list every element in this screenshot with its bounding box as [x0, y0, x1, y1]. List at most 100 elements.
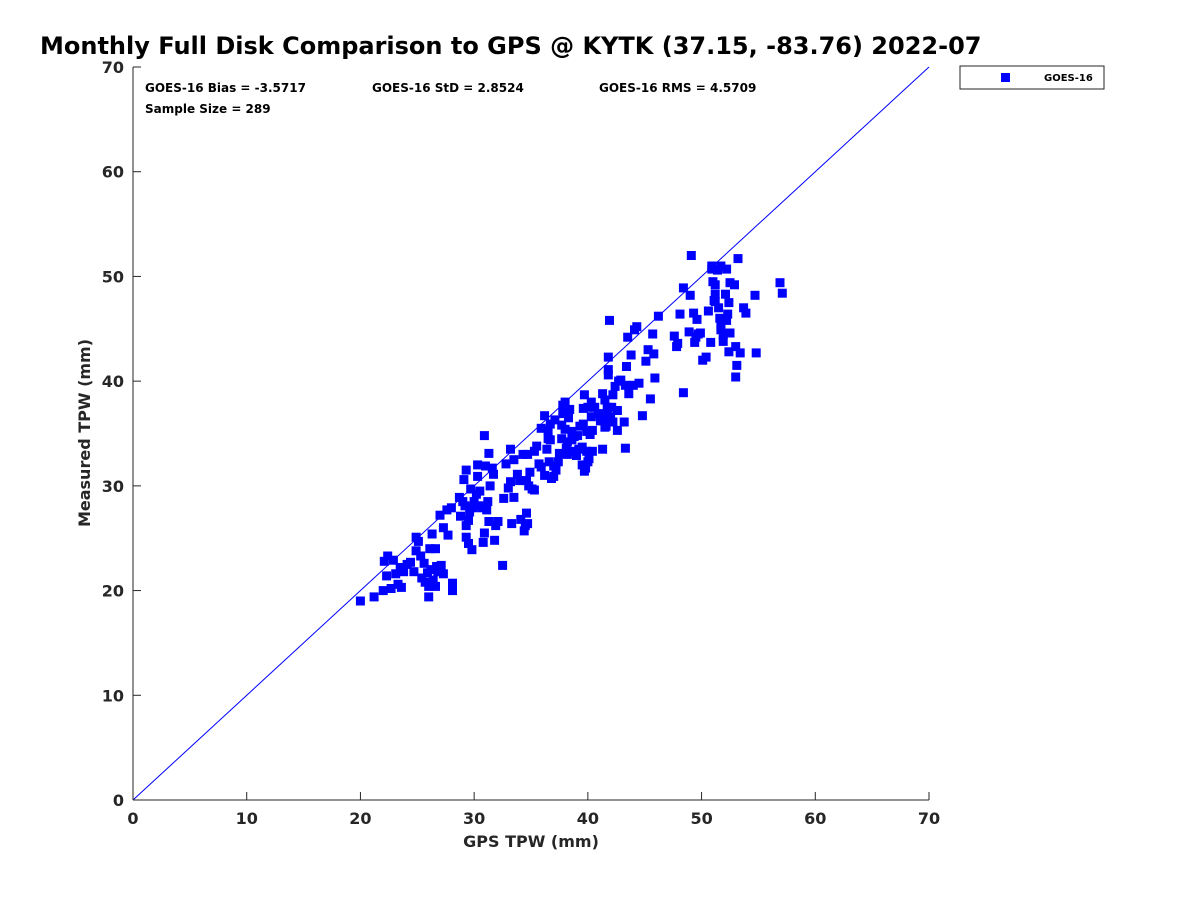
- data-point: [741, 308, 751, 318]
- data-point: [598, 444, 608, 454]
- data-point: [607, 402, 617, 412]
- data-point: [428, 575, 438, 585]
- data-point: [678, 283, 688, 293]
- data-point: [396, 582, 406, 592]
- data-point: [532, 441, 542, 451]
- data-point: [549, 471, 559, 481]
- data-point: [603, 370, 613, 380]
- data-point: [653, 311, 663, 321]
- data-point: [553, 457, 563, 467]
- data-point: [509, 455, 519, 465]
- data-point: [739, 303, 749, 313]
- data-point: [499, 493, 509, 503]
- data-point: [565, 404, 575, 414]
- data-point: [554, 448, 564, 458]
- data-point: [725, 328, 735, 338]
- data-point: [686, 251, 696, 260]
- data-point: [598, 410, 608, 420]
- data-point: [641, 356, 651, 366]
- data-point: [519, 526, 529, 536]
- x-axis: 0 10 20 30 40 50 60 70: [127, 792, 940, 828]
- data-point: [399, 567, 409, 577]
- data-point: [622, 362, 631, 371]
- chart-title: Monthly Full Disk Comparison to GPS @ KY…: [40, 32, 981, 60]
- data-point: [733, 254, 743, 264]
- data-point: [523, 519, 533, 529]
- data-point: [572, 451, 581, 460]
- data-point: [522, 476, 531, 486]
- data-point: [424, 581, 434, 591]
- data-point: [623, 332, 633, 342]
- data-point: [512, 469, 522, 479]
- data-point: [550, 415, 560, 425]
- data-point: [692, 314, 702, 324]
- data-point: [518, 449, 528, 459]
- data-point: [382, 571, 392, 581]
- data-point: [648, 329, 658, 339]
- data-point: [558, 409, 568, 419]
- y-tick-label: 30: [102, 477, 124, 496]
- data-point: [419, 558, 429, 568]
- data-point: [690, 337, 700, 347]
- data-point: [721, 289, 730, 299]
- data-point: [536, 423, 546, 433]
- x-axis-label: GPS TPW (mm): [463, 832, 599, 851]
- data-point: [459, 475, 469, 485]
- data-point: [643, 345, 653, 355]
- x-tick-label: 10: [236, 809, 258, 828]
- data-point: [475, 486, 485, 496]
- data-point: [557, 434, 567, 444]
- data-point: [650, 373, 660, 383]
- data-point: [406, 557, 415, 567]
- data-point: [710, 280, 720, 290]
- x-tick-label: 50: [690, 809, 712, 828]
- data-point: [424, 592, 434, 602]
- data-point: [433, 567, 443, 577]
- y-axis: 0 10 20 30 40 50 60 70: [102, 58, 141, 810]
- data-point: [612, 425, 622, 435]
- data-point: [703, 306, 713, 316]
- data-point: [718, 336, 728, 346]
- legend-label: GOES-16: [1044, 73, 1093, 84]
- data-point: [562, 449, 572, 459]
- data-point: [438, 569, 448, 579]
- x-tick-label: 40: [577, 809, 599, 828]
- data-point: [645, 394, 655, 404]
- y-tick-label: 20: [102, 582, 124, 601]
- data-point: [606, 412, 616, 422]
- sample-size-stat: Sample Size = 289: [145, 102, 271, 116]
- data-point: [464, 515, 473, 525]
- data-point: [750, 290, 760, 300]
- data-point: [432, 562, 442, 571]
- data-point: [608, 417, 618, 427]
- data-point: [426, 565, 436, 575]
- data-point: [603, 365, 613, 375]
- data-point: [722, 315, 732, 325]
- data-point: [731, 342, 741, 352]
- data-point: [710, 289, 720, 299]
- data-point: [586, 397, 596, 407]
- data-point: [634, 378, 644, 388]
- data-point: [714, 303, 724, 313]
- data-point: [416, 551, 426, 561]
- data-point: [391, 569, 401, 579]
- data-point: [485, 481, 495, 491]
- y-tick-label: 50: [102, 267, 124, 286]
- data-point: [481, 461, 490, 471]
- data-point: [503, 483, 513, 493]
- data-point: [722, 264, 732, 274]
- data-point: [775, 278, 785, 288]
- data-point: [498, 560, 508, 570]
- data-point: [466, 484, 476, 494]
- data-point: [386, 584, 396, 593]
- data-point: [427, 529, 437, 539]
- data-point: [456, 511, 465, 521]
- data-point: [579, 390, 589, 400]
- data-point: [490, 535, 500, 545]
- data-point: [543, 425, 553, 435]
- data-point: [707, 261, 717, 271]
- data-point: [637, 411, 647, 421]
- data-point: [732, 360, 742, 370]
- data-point: [540, 411, 550, 421]
